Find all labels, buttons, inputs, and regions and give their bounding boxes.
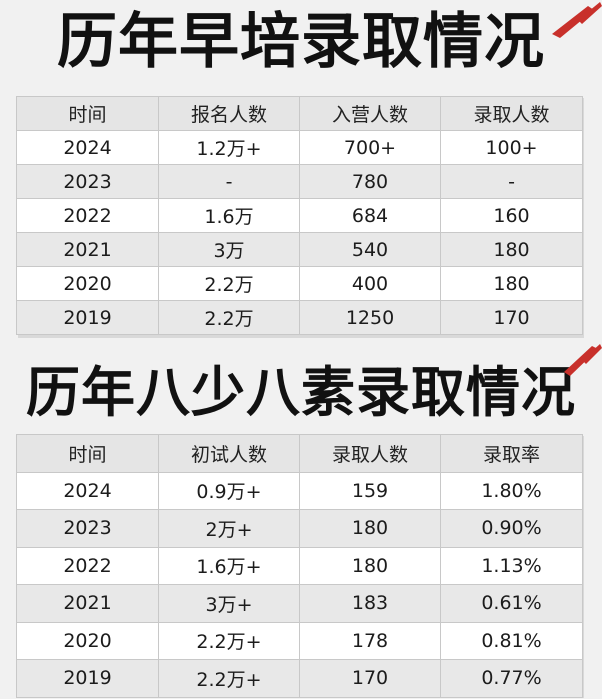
table-cell: 180 xyxy=(299,509,441,548)
table-cell: 100+ xyxy=(440,130,583,165)
table-cell: 3万+ xyxy=(158,584,300,623)
header-cell: 报名人数 xyxy=(158,96,300,131)
table-cell: 180 xyxy=(299,546,441,585)
table-cell: 1.6万+ xyxy=(158,546,300,585)
table-cell: 1.80% xyxy=(440,471,583,510)
table-cell: 2020 xyxy=(16,266,159,301)
table-cell: 0.81% xyxy=(440,621,583,660)
table-cell: 2023 xyxy=(16,164,159,199)
table-cell: 400 xyxy=(299,266,441,301)
table-cell: 180 xyxy=(440,266,583,301)
table-cell: - xyxy=(158,164,300,199)
header-cell: 时间 xyxy=(16,96,159,131)
table-row: 2020 2.2万+ 178 0.81% xyxy=(16,621,583,660)
table-row: 2024 1.2万+ 700+ 100+ xyxy=(16,130,583,165)
admission-table-bashao-basu: 时间 初试人数 录取人数 录取率 2024 0.9万+ 159 1.80% 20… xyxy=(16,434,583,698)
table-cell: 0.90% xyxy=(440,509,583,548)
table-header-row: 时间 报名人数 入营人数 录取人数 xyxy=(16,96,583,131)
table-cell: 2019 xyxy=(16,300,159,335)
table-cell: 700+ xyxy=(299,130,441,165)
table-cell: 183 xyxy=(299,584,441,623)
table-cell: - xyxy=(440,164,583,199)
table-cell: 2023 xyxy=(16,509,159,548)
table-cell: 159 xyxy=(299,471,441,510)
header-cell: 录取人数 xyxy=(299,434,441,473)
table-row: 2020 2.2万 400 180 xyxy=(16,266,583,301)
table-cell: 2.2万 xyxy=(158,266,300,301)
table-cell: 1250 xyxy=(299,300,441,335)
table-cell: 3万 xyxy=(158,232,300,267)
table-cell: 2020 xyxy=(16,621,159,660)
table-row: 2023 - 780 - xyxy=(16,164,583,199)
table-cell: 2022 xyxy=(16,546,159,585)
table-cell: 2021 xyxy=(16,232,159,267)
table-cell: 2.2万 xyxy=(158,300,300,335)
table-cell: 1.13% xyxy=(440,546,583,585)
admission-table-zaopei: 时间 报名人数 入营人数 录取人数 2024 1.2万+ 700+ 100+ 2… xyxy=(16,96,583,335)
table-row: 2019 2.2万 1250 170 xyxy=(16,300,583,335)
table-cell: 2.2万+ xyxy=(158,621,300,660)
table-cell: 0.77% xyxy=(440,659,583,698)
table-row: 2021 3万 540 180 xyxy=(16,232,583,267)
header-cell: 录取人数 xyxy=(440,96,583,131)
table-cell: 2.2万+ xyxy=(158,659,300,698)
table-cell: 178 xyxy=(299,621,441,660)
table-row: 2023 2万+ 180 0.90% xyxy=(16,509,583,548)
table-cell: 540 xyxy=(299,232,441,267)
table-cell: 160 xyxy=(440,198,583,233)
red-brush-mark-icon xyxy=(564,344,602,376)
table-cell: 2万+ xyxy=(158,509,300,548)
header-cell: 初试人数 xyxy=(158,434,300,473)
table-row: 2022 1.6万+ 180 1.13% xyxy=(16,546,583,585)
header-cell: 时间 xyxy=(16,434,159,473)
table-cell: 2019 xyxy=(16,659,159,698)
table-cell: 1.2万+ xyxy=(158,130,300,165)
table-row: 2022 1.6万 684 160 xyxy=(16,198,583,233)
table-header-row: 时间 初试人数 录取人数 录取率 xyxy=(16,434,583,473)
table-row: 2019 2.2万+ 170 0.77% xyxy=(16,659,583,698)
table-cell: 684 xyxy=(299,198,441,233)
table-cell: 170 xyxy=(440,300,583,335)
red-brush-mark-icon xyxy=(552,2,602,38)
table-cell: 2021 xyxy=(16,584,159,623)
table-cell: 0.61% xyxy=(440,584,583,623)
table-cell: 170 xyxy=(299,659,441,698)
table-cell: 1.6万 xyxy=(158,198,300,233)
table-row: 2024 0.9万+ 159 1.80% xyxy=(16,471,583,510)
section2-title: 历年八少八素录取情况 xyxy=(26,361,576,424)
table-cell: 780 xyxy=(299,164,441,199)
table-cell: 2024 xyxy=(16,130,159,165)
table-cell: 0.9万+ xyxy=(158,471,300,510)
table-row: 2021 3万+ 183 0.61% xyxy=(16,584,583,623)
table-cell: 2022 xyxy=(16,198,159,233)
header-cell: 入营人数 xyxy=(299,96,441,131)
table-cell: 2024 xyxy=(16,471,159,510)
header-cell: 录取率 xyxy=(440,434,583,473)
table-cell: 180 xyxy=(440,232,583,267)
section1-title: 历年早培录取情况 xyxy=(57,7,545,77)
